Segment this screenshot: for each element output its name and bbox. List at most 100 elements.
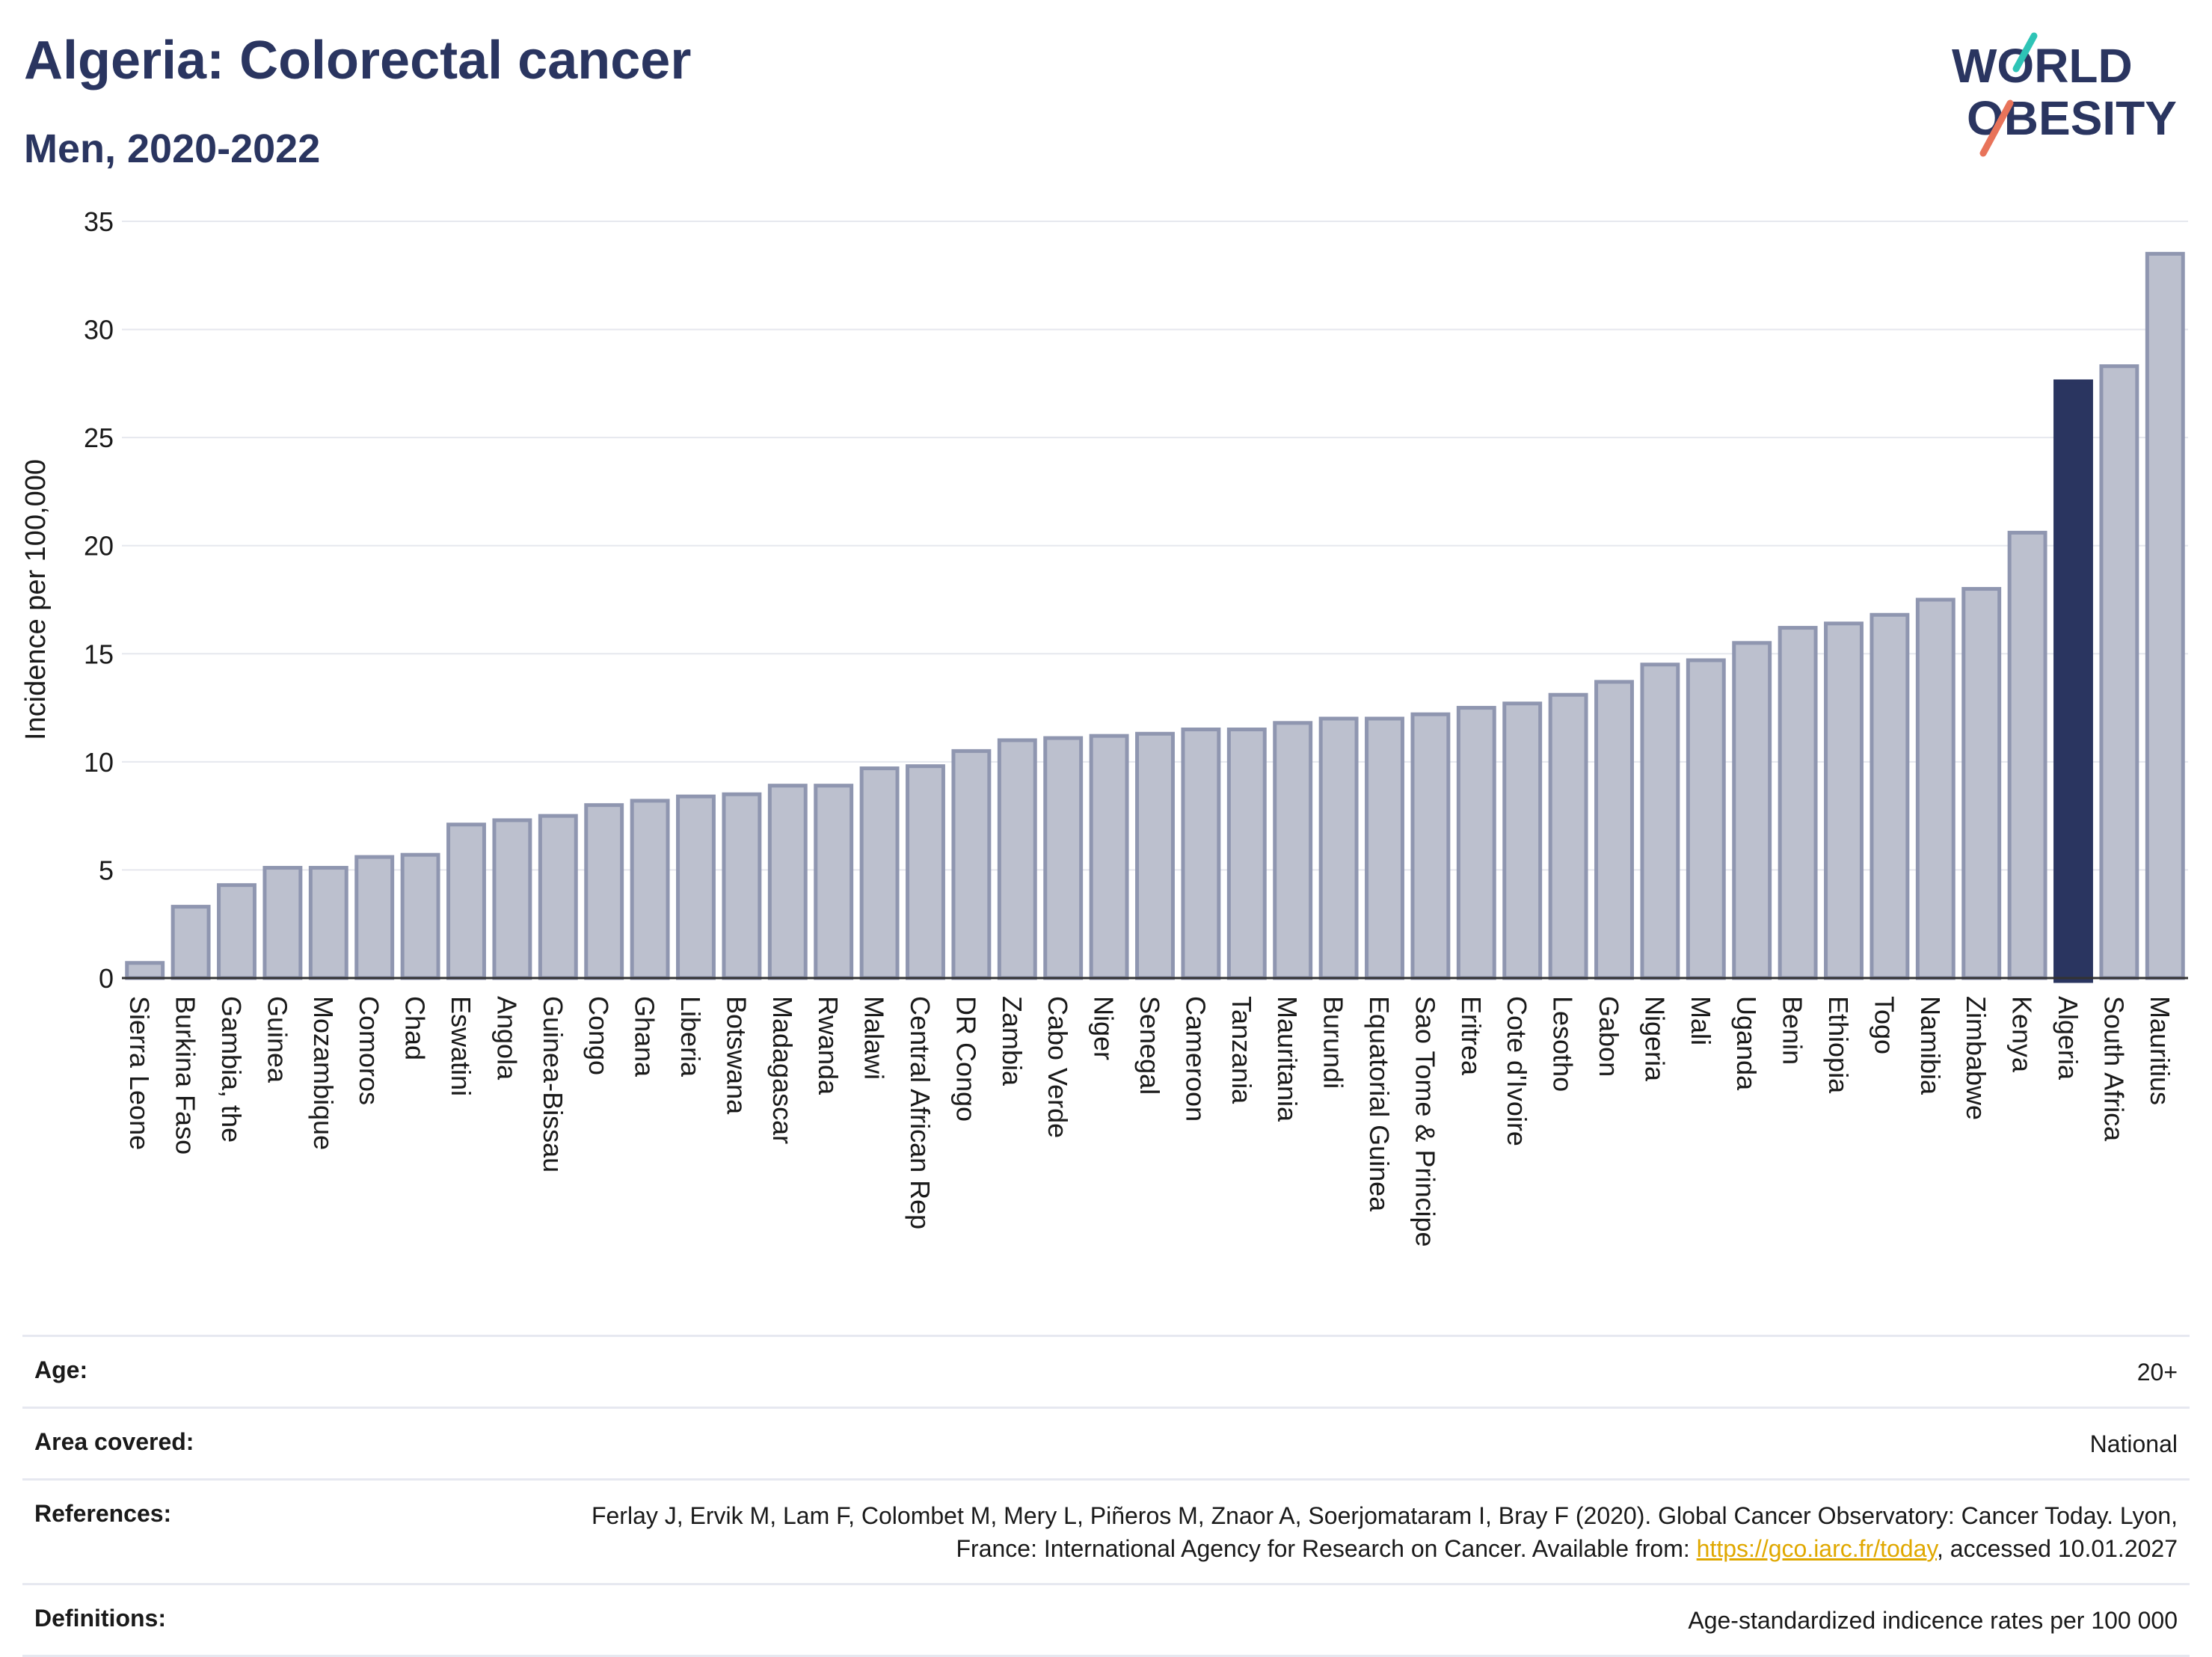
- bar-congo: [584, 803, 624, 980]
- x-tick-label: Sao Tome & Principe: [1410, 996, 1440, 1247]
- x-tick-label: Guinea: [262, 996, 292, 1083]
- x-tick-label: Uganda: [1731, 996, 1762, 1091]
- bar-chart: 0 5 10 15 20 25 30 35 Sierra Leone Burkina Faso G…: [20, 206, 2188, 1247]
- age-label: Age:: [34, 1356, 88, 1383]
- bar-sao-tome-principe: [1410, 712, 1451, 980]
- bar-angola: [492, 818, 532, 980]
- bar-eswatini: [446, 823, 486, 980]
- bar-guinea: [262, 866, 303, 980]
- x-tick-label: Kenya: [2007, 996, 2038, 1073]
- x-tick-label: Ghana: [630, 996, 660, 1077]
- references-label: References:: [34, 1500, 172, 1528]
- x-tick-label: Botswana: [721, 996, 752, 1115]
- bar-togo: [1870, 612, 1910, 980]
- y-tick-label: 35: [84, 206, 114, 237]
- x-tick-label: Congo: [583, 996, 614, 1075]
- bar-gabon: [1594, 680, 1634, 980]
- x-tick-label: Lesotho: [1548, 996, 1579, 1092]
- bar-chad: [400, 852, 440, 980]
- x-tick-label: Ethiopia: [1823, 996, 1854, 1094]
- x-tick-label: Mauritius: [2145, 996, 2175, 1105]
- world-obesity-logo: WORLD OBESITY: [1952, 32, 2177, 157]
- y-axis-ticks: 0 5 10 15 20 25 30 35: [84, 206, 114, 994]
- x-tick-label: Niger: [1089, 996, 1119, 1060]
- bar-guinea-bissau: [538, 814, 578, 980]
- meta-row-age: Age: 20+: [22, 1335, 2190, 1407]
- x-tick-label: Burkina Faso: [170, 996, 201, 1155]
- bar-dr-congo: [951, 748, 992, 980]
- x-tick-label: Togo: [1869, 996, 1899, 1054]
- logo-line1: WORLD: [1952, 39, 2133, 93]
- references-value: Ferlay J, Ervik M, Lam F, Colombet M, Me…: [532, 1500, 2178, 1564]
- bars: [125, 251, 2185, 983]
- x-tick-label: Central African Rep: [905, 996, 936, 1229]
- bar-benin: [1778, 626, 1818, 980]
- x-tick-label: Mozambique: [308, 996, 339, 1150]
- y-tick-label: 10: [84, 747, 114, 778]
- references-link[interactable]: https://gco.iarc.fr/today: [1696, 1534, 1937, 1562]
- x-tick-label: Namibia: [1915, 996, 1946, 1095]
- x-tick-label: Chad: [400, 996, 431, 1060]
- x-tick-label: Tanzania: [1226, 996, 1257, 1104]
- age-value: 20+: [2136, 1359, 2178, 1386]
- bar-uganda: [1732, 641, 1772, 980]
- x-axis-labels: Sierra Leone Burkina Faso Gambia, the Guine…: [124, 996, 2175, 1247]
- bar-sierra-leone: [125, 961, 165, 980]
- bar-senegal: [1135, 731, 1175, 980]
- x-tick-label: Cote d'Ivoire: [1502, 996, 1532, 1146]
- x-tick-label: Angola: [491, 996, 522, 1080]
- y-axis-label: Incidence per 100,000: [20, 459, 52, 740]
- x-tick-label: Nigeria: [1639, 996, 1670, 1082]
- y-tick-label: 5: [99, 855, 114, 885]
- meta-row-references: References: Ferlay J, Ervik M, Lam F, Co…: [22, 1478, 2190, 1582]
- x-tick-label: Gambia, the: [216, 996, 247, 1143]
- bar-cameroon: [1181, 727, 1221, 980]
- bar-burkina-faso: [170, 905, 211, 980]
- x-tick-label: Cameroon: [1180, 996, 1211, 1122]
- bar-kenya: [2007, 530, 2047, 980]
- bar-mauritius: [2145, 251, 2185, 980]
- x-tick-label: Liberia: [675, 996, 706, 1077]
- bar-south-africa: [2099, 364, 2139, 980]
- logo-slash-coral: [1979, 99, 2014, 157]
- y-tick-label: 0: [99, 963, 114, 994]
- y-tick-label: 20: [84, 531, 114, 562]
- x-tick-label: Zimbabwe: [1961, 996, 1991, 1120]
- x-tick-label: Mauritania: [1272, 996, 1303, 1122]
- bar-cabo-verde: [1043, 736, 1084, 980]
- x-tick-label: South Africa: [2098, 996, 2129, 1142]
- x-tick-label: Equatorial Guinea: [1364, 996, 1395, 1212]
- x-tick-label: Comoros: [354, 996, 384, 1105]
- bar-comoros: [354, 855, 395, 980]
- area-label: Area covered:: [34, 1428, 194, 1456]
- x-tick-label: Malawi: [859, 996, 890, 1080]
- bar-liberia: [676, 794, 716, 980]
- x-tick-label: Madagascar: [767, 996, 798, 1144]
- x-tick-label: Sierra Leone: [124, 996, 155, 1150]
- bar-ethiopia: [1824, 621, 1864, 980]
- x-tick-label: Burundi: [1318, 996, 1349, 1089]
- bar-mauritania: [1273, 721, 1313, 980]
- bar-botswana: [722, 792, 762, 980]
- bar-eritrea: [1456, 706, 1496, 980]
- bar-nigeria: [1640, 663, 1680, 980]
- y-tick-label: 30: [84, 315, 114, 345]
- meta-row-area: Area covered: National: [22, 1407, 2190, 1478]
- bar-ghana: [630, 799, 670, 980]
- y-tick-label: 25: [84, 422, 114, 453]
- bar-tanzania: [1226, 727, 1267, 980]
- x-tick-label: DR Congo: [950, 996, 981, 1122]
- x-tick-label: Gabon: [1594, 996, 1624, 1077]
- bar-namibia: [1915, 597, 1956, 980]
- definitions-label: Definitions:: [34, 1604, 166, 1632]
- references-accessed: , accessed 10.01.2027: [1936, 1534, 2178, 1562]
- logo-slash-teal: [2012, 32, 2038, 73]
- x-tick-label: Zambia: [997, 996, 1027, 1086]
- x-tick-label: Cabo Verde: [1042, 996, 1073, 1138]
- definitions-value: Age-standardized indicence rates per 100…: [1688, 1606, 2178, 1634]
- x-tick-label: Rwanda: [813, 996, 844, 1095]
- x-tick-label: Mali: [1686, 996, 1716, 1045]
- references-text: Ferlay J, Ervik M, Lam F, Colombet M, Me…: [591, 1502, 2178, 1562]
- metadata-table: Age: 20+ Area covered: National Referenc…: [22, 1335, 2190, 1657]
- bar-malawi: [859, 766, 900, 980]
